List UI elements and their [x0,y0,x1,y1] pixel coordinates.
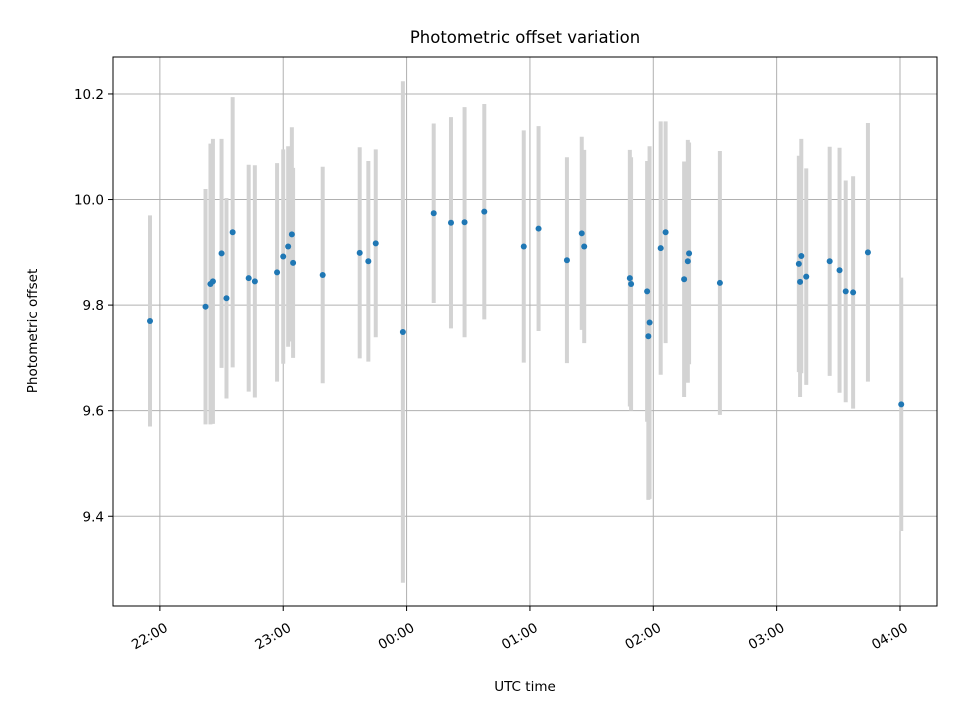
data-point [280,253,287,260]
data-point [684,258,691,265]
data-point [535,225,542,232]
data-point [898,401,905,408]
data-point [563,257,570,264]
data-point [578,230,585,237]
data-point [716,279,723,286]
data-point [826,258,833,265]
data-point [245,275,252,282]
data-point [481,208,488,215]
data-point [798,253,805,260]
data-point [836,267,843,274]
data-point [686,250,693,257]
data-point [229,229,236,236]
data-point [430,210,437,217]
data-point [646,319,653,326]
y-tick-label: 10.2 [74,87,104,103]
y-tick-label: 9.4 [83,509,104,525]
data-point [626,275,633,282]
data-point [356,249,363,256]
data-point [319,272,326,279]
data-point [644,288,651,295]
data-point [202,303,209,310]
data-point [850,289,857,296]
data-point [795,260,802,267]
data-point [461,219,468,226]
data-point [209,278,216,285]
data-point [842,288,849,295]
data-point [365,258,372,265]
y-axis-label: Photometric offset [25,269,41,393]
data-point [251,278,258,285]
y-tick-label: 9.8 [83,298,104,314]
y-tick-label: 9.6 [83,404,104,420]
plot-frame [112,56,938,607]
data-point [218,250,225,257]
data-point [290,259,297,266]
data-point [399,329,406,336]
data-point [681,276,688,283]
data-point [628,280,635,287]
data-point [581,243,588,250]
data-point [520,243,527,250]
data-point [797,278,804,285]
y-tick-label: 10.0 [74,193,104,209]
data-point [657,245,664,252]
data-point [288,231,295,238]
data-point [285,243,292,250]
x-axis-label: UTC time [494,679,556,695]
data-point [803,273,810,280]
data-point [147,317,154,324]
data-point [662,229,669,236]
chart-title: Photometric offset variation [410,28,640,47]
data-point [447,219,454,226]
point-layer [147,208,905,408]
data-point [645,333,652,340]
data-point [223,295,230,302]
data-point [274,269,281,276]
data-point [864,249,871,256]
data-point [372,240,379,247]
